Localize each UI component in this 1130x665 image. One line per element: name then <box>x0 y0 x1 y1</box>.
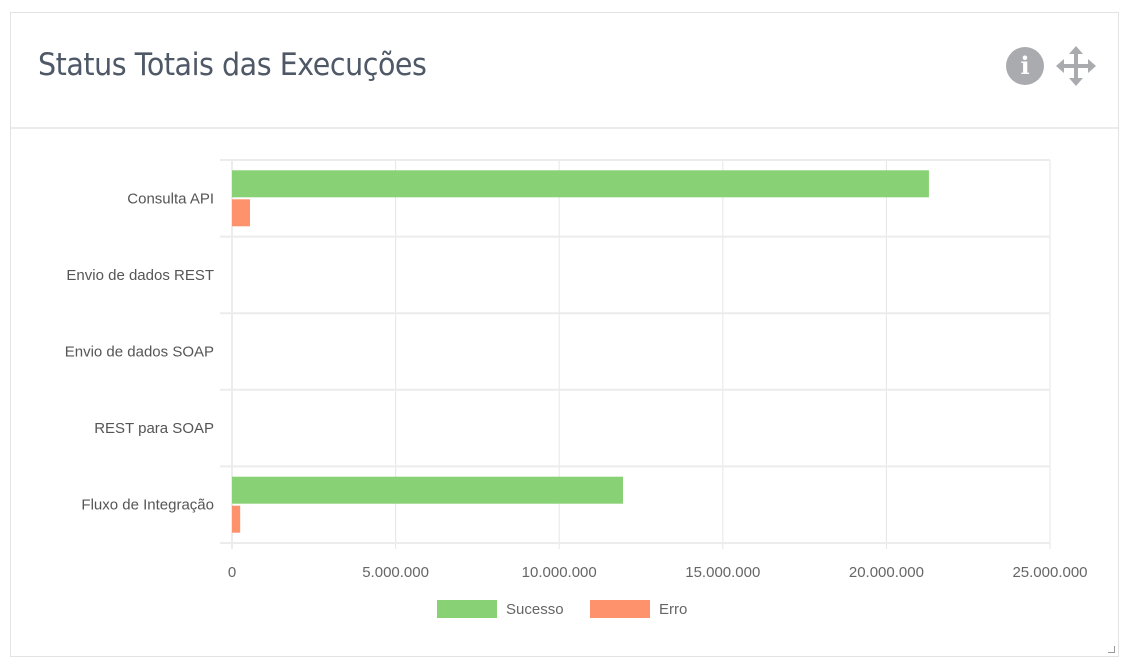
legend-label-sucesso: Sucesso <box>506 601 564 618</box>
x-tick-label: 10.000.000 <box>522 564 597 581</box>
y-tick-label: Fluxo de Integração <box>81 497 214 514</box>
x-tick-label: 5.000.000 <box>362 564 429 581</box>
y-tick-label: Consulta API <box>127 190 214 207</box>
x-tick-label: 0 <box>228 564 236 581</box>
bar-erro <box>232 505 241 533</box>
y-tick-label: REST para SOAP <box>94 420 214 437</box>
move-icon[interactable] <box>1056 46 1096 86</box>
bar-sucesso <box>232 170 929 198</box>
resize-handle[interactable] <box>1108 646 1115 653</box>
x-tick-label: 25.000.000 <box>1012 564 1087 581</box>
legend-swatch-sucesso <box>437 600 497 618</box>
y-tick-label: Envio de dados SOAP <box>65 344 214 361</box>
info-icon[interactable]: i <box>1006 47 1044 85</box>
chart-card: Status Totais das Execuções i <box>10 12 1119 657</box>
bar-erro <box>232 199 250 227</box>
legend-label-erro: Erro <box>659 601 687 618</box>
bar-sucesso <box>232 476 624 504</box>
x-tick-label: 15.000.000 <box>685 564 760 581</box>
card-title: Status Totais das Execuções <box>38 47 427 83</box>
x-tick-label: 20.000.000 <box>849 564 924 581</box>
y-tick-label: Envio de dados REST <box>66 267 214 284</box>
legend-swatch-erro <box>590 600 650 618</box>
card-header: Status Totais das Execuções i <box>11 13 1118 129</box>
